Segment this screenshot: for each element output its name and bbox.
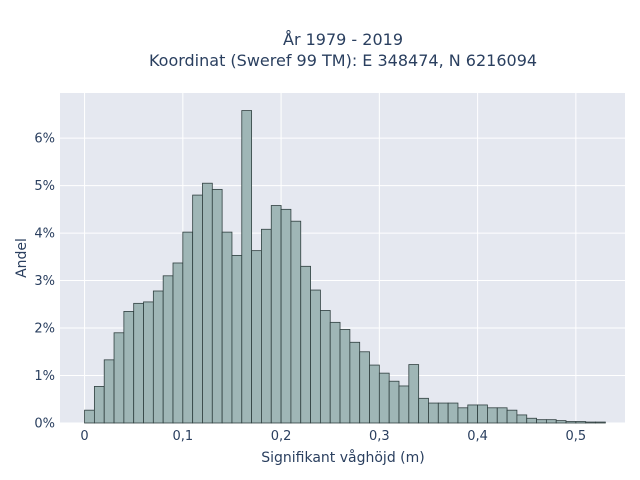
x-tick-label: 0,5	[566, 429, 587, 444]
histogram-bar	[211, 188, 223, 424]
chart-title-line2: Koordinat (Sweref 99 TM): E 348474, N 62…	[149, 51, 537, 70]
histogram-bar	[270, 205, 282, 424]
x-tick-label: 0	[80, 429, 88, 444]
histogram-bar	[300, 265, 311, 424]
histogram-bar	[241, 110, 253, 424]
histogram-bar	[526, 417, 537, 424]
histogram-bar	[408, 364, 420, 424]
histogram-bar	[261, 228, 272, 424]
histogram-bar	[152, 290, 164, 424]
y-tick-label: 1%	[34, 369, 55, 384]
histogram-bar	[575, 421, 587, 424]
histogram-bar	[172, 262, 184, 424]
histogram-bar	[202, 182, 213, 424]
histogram-bar	[349, 341, 361, 424]
histogram-bar	[93, 386, 105, 424]
histogram-bar	[378, 372, 390, 424]
histogram-bar	[457, 407, 469, 424]
histogram-bar	[437, 402, 449, 424]
histogram-bar	[555, 420, 567, 424]
histogram-bar	[398, 385, 410, 424]
histogram-bar	[143, 301, 154, 424]
bars-group	[84, 110, 606, 424]
histogram-bar	[192, 194, 203, 424]
histogram-bar	[506, 409, 518, 424]
histogram-bar	[123, 311, 135, 424]
histogram-bar	[388, 380, 400, 424]
histogram-bar	[536, 419, 547, 424]
x-axis-label: Signifikant våghöjd (m)	[261, 449, 424, 466]
histogram-bar	[251, 250, 262, 424]
histogram-bar	[310, 289, 321, 424]
y-tick-label: 2%	[34, 322, 55, 337]
histogram-bar	[231, 254, 243, 424]
histogram-bar	[565, 421, 577, 424]
histogram-bar	[447, 402, 459, 424]
x-ticks: 0 0,1 0,2 0,3 0,4 0,5	[80, 429, 586, 444]
chart-title-line1: År 1979 - 2019	[283, 30, 403, 49]
histogram-bar	[280, 208, 292, 424]
histogram-bar	[221, 231, 233, 424]
y-tick-label: 4%	[34, 227, 55, 242]
histogram-bar	[467, 404, 479, 424]
histogram-bar	[595, 421, 606, 424]
histogram-bar	[339, 329, 351, 424]
histogram-bar	[84, 409, 95, 424]
y-tick-label: 5%	[34, 179, 55, 194]
y-tick-label: 6%	[34, 132, 55, 147]
y-tick-label: 3%	[34, 274, 55, 289]
histogram-bar	[103, 359, 115, 424]
histogram-bar	[162, 275, 174, 424]
x-tick-label: 0,4	[467, 429, 488, 444]
histogram-bar	[319, 310, 331, 424]
y-ticks: 0% 1% 2% 3% 4% 5% 6%	[34, 132, 55, 432]
y-axis-label: Andel	[14, 238, 30, 278]
histogram-bar	[516, 414, 528, 424]
histogram-bar	[428, 402, 439, 424]
histogram-bar	[487, 407, 498, 424]
histogram-bar	[113, 332, 125, 424]
x-tick-label: 0,2	[271, 429, 292, 444]
histogram-bar	[133, 302, 144, 424]
histogram-bar	[182, 231, 194, 424]
histogram-bar	[369, 364, 380, 424]
x-tick-label: 0,1	[172, 429, 193, 444]
histogram-bar	[418, 397, 429, 424]
histogram-bar	[585, 421, 596, 424]
histogram-bar	[496, 407, 508, 424]
histogram-bar	[329, 321, 341, 424]
x-tick-label: 0,3	[369, 429, 390, 444]
histogram-bar	[477, 404, 488, 424]
histogram-bar	[359, 351, 370, 424]
y-tick-label: 0%	[34, 417, 55, 432]
histogram-bar	[545, 419, 557, 424]
histogram-bar	[290, 220, 302, 424]
